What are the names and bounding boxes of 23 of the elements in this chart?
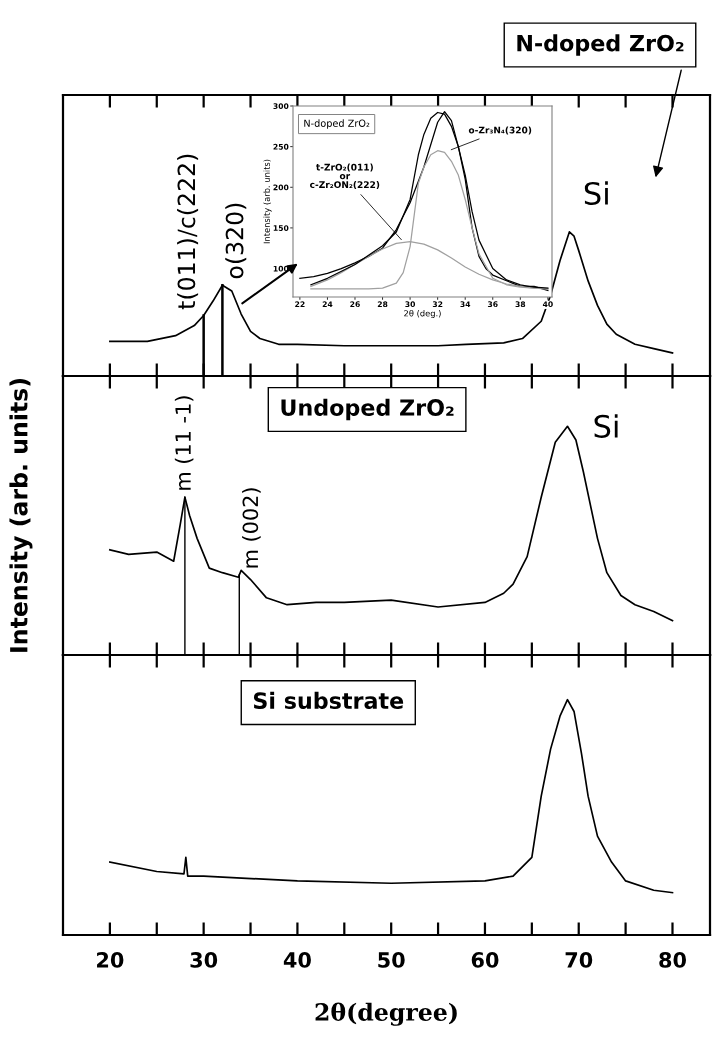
ref-line-label: t(011)/c(222): [177, 154, 199, 310]
x-axis-title: 2θ (deg.): [404, 309, 441, 319]
x-axis-title: 2θ(degree): [315, 1002, 457, 1026]
y-axis-title: Intensity (arb. units): [9, 379, 33, 652]
x-tick-label: 60: [471, 952, 499, 968]
y-axis-title: Intensity (arb. units): [263, 159, 272, 244]
x-tick-label: 50: [378, 952, 405, 968]
annotation: Si substrate: [253, 691, 404, 710]
annotation: t-ZrO₂(011) or c-Zr₂ON₂(222): [310, 163, 380, 190]
text: N-doped ZrO₂: [517, 34, 684, 56]
text: Si: [584, 181, 608, 206]
ref-line-label: m (11 -1): [174, 396, 194, 490]
text: Undoped ZrO₂: [281, 398, 454, 421]
x-tick-label: 30: [190, 952, 218, 968]
annotation: Si: [594, 414, 618, 438]
annotation: N-doped ZrO₂: [304, 119, 370, 129]
x-tick-label: 40: [283, 952, 311, 968]
x-tick-label: 20: [97, 952, 124, 968]
ref-line-label: o(320): [225, 203, 247, 279]
x-tick-label: 80: [659, 952, 686, 968]
ref-line-label: m (002): [242, 488, 261, 568]
x-tick-label: 70: [565, 952, 593, 968]
annotation: o-Zr₃N₄(320): [468, 126, 532, 135]
